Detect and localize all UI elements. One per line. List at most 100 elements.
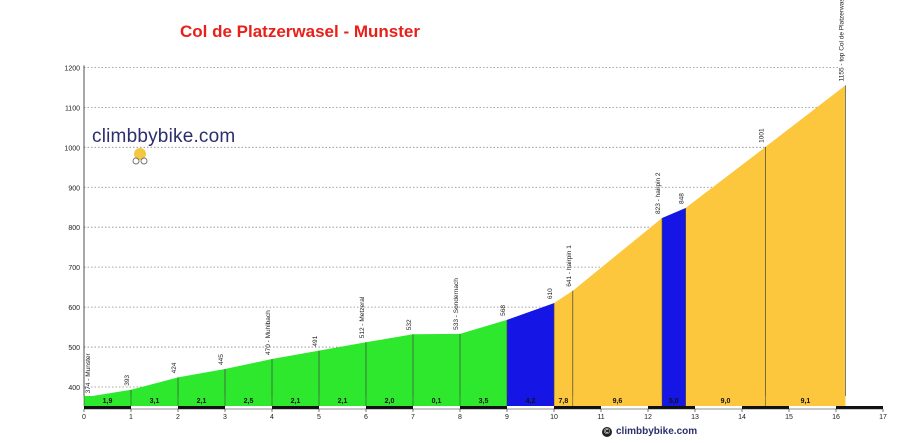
waypoint-label: 393 — [124, 375, 131, 386]
gradient-bar — [366, 396, 413, 406]
x-tick-label: 1 — [129, 414, 133, 421]
y-tick-label: 900 — [68, 185, 80, 192]
waypoint-label: 568 — [500, 305, 507, 316]
gradient-label: 2,0 — [385, 398, 395, 405]
waypoint-label: 512 - Metzeral — [359, 296, 366, 338]
waypoint-label: 641 - hairpin 1 — [566, 245, 573, 287]
km-strip-block — [648, 406, 695, 409]
y-tick-label: 800 — [68, 225, 80, 232]
gradient-label: 9,6 — [613, 398, 623, 405]
gradient-label: 9,0 — [721, 398, 731, 405]
gradient-label: 3,1 — [150, 398, 160, 405]
profile-segment — [685, 146, 766, 396]
gradient-label: 5,0 — [669, 398, 679, 405]
profile-segment — [765, 85, 846, 396]
x-tick-label: 15 — [785, 414, 793, 421]
x-tick-label: 13 — [691, 414, 699, 421]
gradient-bar — [460, 396, 507, 406]
gradient-bar-layer: 1,9 3,1 2,1 2,5 2,1 2,1 2,0 0,1 3,5 4,2 7,8 9,6 5,0 9… — [83, 396, 846, 406]
gradient-label: 2,5 — [244, 398, 254, 405]
waypoint-label: 532 — [406, 319, 413, 330]
footer-credit: © climbbybike.com — [602, 426, 697, 437]
gradient-bar — [272, 396, 319, 406]
km-strip-block — [836, 406, 883, 409]
footer-credit-text: climbbybike.com — [616, 426, 698, 437]
x-tick-label: 17 — [879, 414, 887, 421]
gradient-label: 0,1 — [432, 398, 442, 405]
x-tick-label: 14 — [738, 414, 746, 421]
km-strip-block — [366, 406, 413, 409]
copyright-icon: © — [602, 426, 612, 437]
km-strip-block — [742, 406, 789, 409]
profile-segment — [460, 319, 507, 396]
profile-segment — [572, 218, 663, 396]
profile-area-layer — [84, 85, 846, 398]
waypoint-label: 491 — [312, 335, 319, 346]
y-tick-label: 500 — [68, 345, 80, 352]
x-tick-label: 5 — [317, 414, 321, 421]
km-strip-block — [178, 406, 225, 409]
brand-watermark: climbbybike.com — [92, 126, 236, 147]
gradient-label: 2,1 — [291, 398, 301, 405]
x-tick-label: 10 — [550, 414, 558, 421]
gradient-bar — [507, 396, 554, 406]
gradient-bar — [178, 396, 225, 406]
gradient-bar — [84, 396, 131, 406]
x-tick-label: 8 — [458, 414, 462, 421]
x-tick-label: 4 — [270, 414, 274, 421]
waypoint-label: 1155 - top Col de Platzerwasel — [838, 0, 845, 81]
profile-segment — [272, 350, 319, 396]
gradient-bar — [131, 396, 178, 406]
profile-segment — [131, 377, 178, 396]
x-tick-label: 6 — [364, 414, 368, 421]
x-tick-label: 16 — [832, 414, 840, 421]
profile-segment — [554, 290, 573, 396]
profile-segment — [413, 333, 460, 396]
profile-segment — [366, 334, 413, 396]
profile-segment — [178, 369, 225, 396]
y-tick-label: 1000 — [64, 145, 80, 152]
gradient-bar — [685, 396, 766, 406]
x-tick-label: 3 — [223, 414, 227, 421]
gradient-label: 7,8 — [559, 398, 569, 405]
km-strip-block — [554, 406, 601, 409]
gradient-label: 2,1 — [338, 398, 348, 405]
x-tick-label: 7 — [411, 414, 415, 421]
chart-title: Col de Platzerwasel - Munster — [180, 22, 420, 41]
x-tick-label: 12 — [644, 414, 652, 421]
y-tick-label: 400 — [68, 385, 80, 392]
label-layer: 374 - Munster 393 424 445 470 - Muhlbach 491 5… — [85, 0, 845, 393]
waypoint-label: 470 - Muhlbach — [265, 310, 272, 355]
waypoint-label: 445 — [218, 354, 225, 365]
y-tick-label: 1200 — [64, 65, 80, 72]
x-tick-label: 9 — [505, 414, 509, 421]
waypoint-label: 374 - Munster — [85, 352, 92, 393]
x-tick-label: 0 — [82, 414, 86, 421]
gradient-bar — [662, 396, 686, 406]
profile-segment — [225, 359, 272, 396]
gradient-label: 2,1 — [197, 398, 207, 405]
profile-segment — [662, 208, 686, 396]
y-tick-label: 1100 — [65, 105, 80, 112]
waypoint-label: 823 - hairpin 2 — [655, 172, 662, 214]
cyclist-logo-icon — [132, 148, 148, 165]
waypoint-label: 610 — [547, 288, 554, 299]
x-tick-label: 2 — [176, 414, 180, 421]
km-strip-block — [272, 406, 319, 409]
profile-segment — [319, 342, 366, 396]
gradient-bar — [554, 396, 573, 406]
profile-segment — [507, 303, 554, 396]
profile-segment — [84, 389, 131, 398]
waypoint-label: 533 - Sondernach — [453, 278, 460, 330]
waypoint-label: 848 — [679, 193, 686, 204]
gradient-bar — [572, 396, 663, 406]
gradient-bar — [765, 396, 846, 406]
gradient-bar — [225, 396, 272, 406]
divider-layer — [130, 85, 846, 396]
waypoint-label: 424 — [171, 362, 178, 373]
gradient-bar — [413, 396, 460, 406]
gradient-label: 3,5 — [479, 398, 489, 405]
gradient-bar — [319, 396, 366, 406]
